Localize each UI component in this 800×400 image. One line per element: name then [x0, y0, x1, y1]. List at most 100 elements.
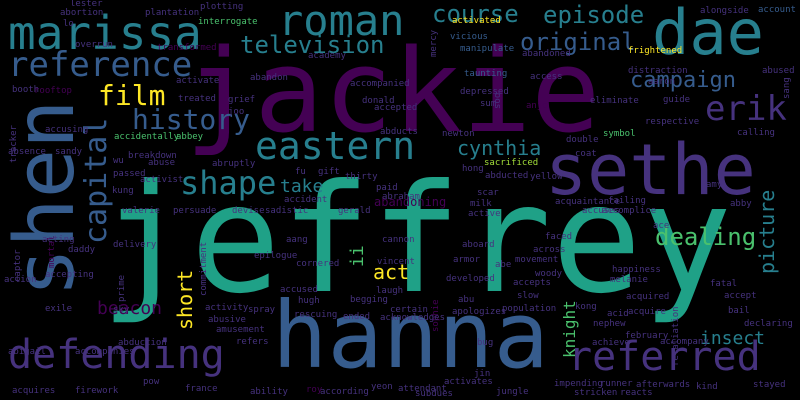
- word-aang: aang: [286, 235, 308, 245]
- word-bug: bug: [477, 338, 494, 348]
- word-firework: firework: [75, 386, 119, 396]
- word-milk: milk: [470, 199, 492, 209]
- word-academy: academy: [308, 51, 346, 61]
- word-short: short: [173, 269, 197, 330]
- word-sky: sky: [113, 305, 130, 315]
- word-fatal: fatal: [710, 279, 738, 289]
- word-guide: guide: [663, 95, 691, 105]
- word-capital: capital: [79, 117, 114, 244]
- word-yellow: yellow: [530, 172, 563, 182]
- word-acting: acting: [42, 235, 75, 245]
- word-picture: picture: [755, 189, 779, 274]
- word-developed: developed: [446, 274, 495, 284]
- word-achieve: achieve: [592, 338, 630, 348]
- word-abandon: abandon: [250, 73, 288, 83]
- word-wu: wu: [113, 156, 124, 166]
- word-accusing: accusing: [45, 125, 89, 135]
- word-abducts: abducts: [380, 127, 418, 137]
- word-abducted: abducted: [485, 171, 529, 181]
- word-shape: shape: [180, 164, 277, 202]
- word-bail: bail: [728, 306, 750, 316]
- word-rooftop: rooftop: [34, 86, 72, 96]
- word-jungle: jungle: [496, 387, 529, 397]
- word-apologizes: apologizes: [452, 307, 507, 317]
- word-hugh: hugh: [298, 296, 320, 306]
- word-scar: scar: [477, 188, 499, 198]
- word-acknowledges: acknowledges: [380, 313, 446, 323]
- word-activated: activated: [452, 16, 501, 26]
- word-activate: activate: [176, 76, 220, 86]
- word-abuse: abuse: [148, 158, 176, 168]
- word-cornered: cornered: [296, 259, 340, 269]
- word-beacon: beacon: [97, 298, 163, 319]
- word-history: history: [132, 103, 251, 136]
- word-interrogate: interrogate: [198, 17, 258, 27]
- word-ability: ability: [250, 387, 288, 397]
- word-reacts: reacts: [620, 388, 653, 398]
- word-accused: accused: [280, 285, 318, 295]
- word-action: action: [4, 275, 37, 285]
- word-episode: episode: [543, 1, 645, 29]
- word-transformed: transformed: [157, 43, 217, 53]
- word-tracker: tracker: [9, 124, 19, 163]
- word-movement: movement: [515, 255, 559, 265]
- word-february: february: [625, 331, 669, 341]
- word-accomplice: accomplice: [602, 206, 657, 216]
- word-insect: insect: [700, 328, 766, 349]
- word-sum: sum: [480, 99, 497, 109]
- word-accepting: accepting: [45, 270, 94, 280]
- word-faced: faced: [545, 232, 573, 242]
- word-jin: jin: [474, 369, 491, 379]
- word-course: course: [432, 0, 519, 28]
- word-referred: referred: [568, 334, 761, 380]
- word-abruptly: abruptly: [212, 159, 256, 169]
- word-rescuing: rescuing: [294, 310, 338, 320]
- word-accepts: accepts: [513, 278, 551, 288]
- word-afterwards: afterwards: [636, 380, 691, 390]
- word-joo: joo: [228, 107, 245, 117]
- word-symbol: symbol: [603, 129, 636, 139]
- word-anjo: anjo: [526, 101, 548, 111]
- word-stayed: stayed: [753, 380, 786, 390]
- word-lo: lo: [63, 19, 74, 29]
- word-depressed: depressed: [460, 87, 509, 97]
- word-mercy: mercy: [429, 29, 439, 57]
- word-declaring: declaring: [744, 319, 793, 329]
- word-woody: woody: [535, 269, 563, 279]
- word-eastern: eastern: [255, 124, 416, 168]
- word-distraction: distraction: [628, 66, 688, 76]
- word-accuses: accuses: [582, 206, 620, 216]
- word-breakdown: breakdown: [128, 151, 177, 161]
- word-gerald: gerald: [338, 206, 371, 216]
- word-nephew: nephew: [593, 319, 626, 329]
- word-abortion: abortion: [60, 8, 104, 18]
- word-accepted: accepted: [374, 103, 418, 113]
- word-melanie: melanie: [610, 275, 648, 285]
- word-hanna: hanna: [272, 282, 549, 389]
- word-sethe: sethe: [545, 129, 756, 211]
- word-acquaintance: acquaintance: [555, 197, 621, 207]
- word-account: account: [758, 5, 796, 15]
- word-population: population: [502, 304, 557, 314]
- word-booth: booth: [12, 85, 40, 95]
- word-failing: failing: [608, 196, 646, 206]
- word-across: across: [533, 245, 566, 255]
- word-refers: refers: [236, 337, 269, 347]
- word-film: film: [98, 79, 166, 112]
- word-overrun: overrun: [75, 40, 113, 50]
- word-double: double: [566, 135, 599, 145]
- word-grief: grief: [228, 95, 256, 105]
- word-aboard: aboard: [462, 240, 495, 250]
- word-passed: passed: [113, 169, 146, 179]
- word-abduction: abduction: [118, 338, 167, 348]
- word-abused: abused: [762, 66, 795, 76]
- word-begging: begging: [350, 295, 388, 305]
- word-vicious: vicious: [450, 32, 488, 42]
- word-erik: erik: [705, 89, 787, 129]
- word-acquire: acquire: [628, 307, 666, 317]
- word-amy: amy: [706, 180, 723, 190]
- word-kong: kong: [575, 302, 597, 312]
- word-armor: armor: [453, 255, 481, 265]
- word-roy: roy: [306, 385, 323, 395]
- word-treated: treated: [178, 94, 216, 104]
